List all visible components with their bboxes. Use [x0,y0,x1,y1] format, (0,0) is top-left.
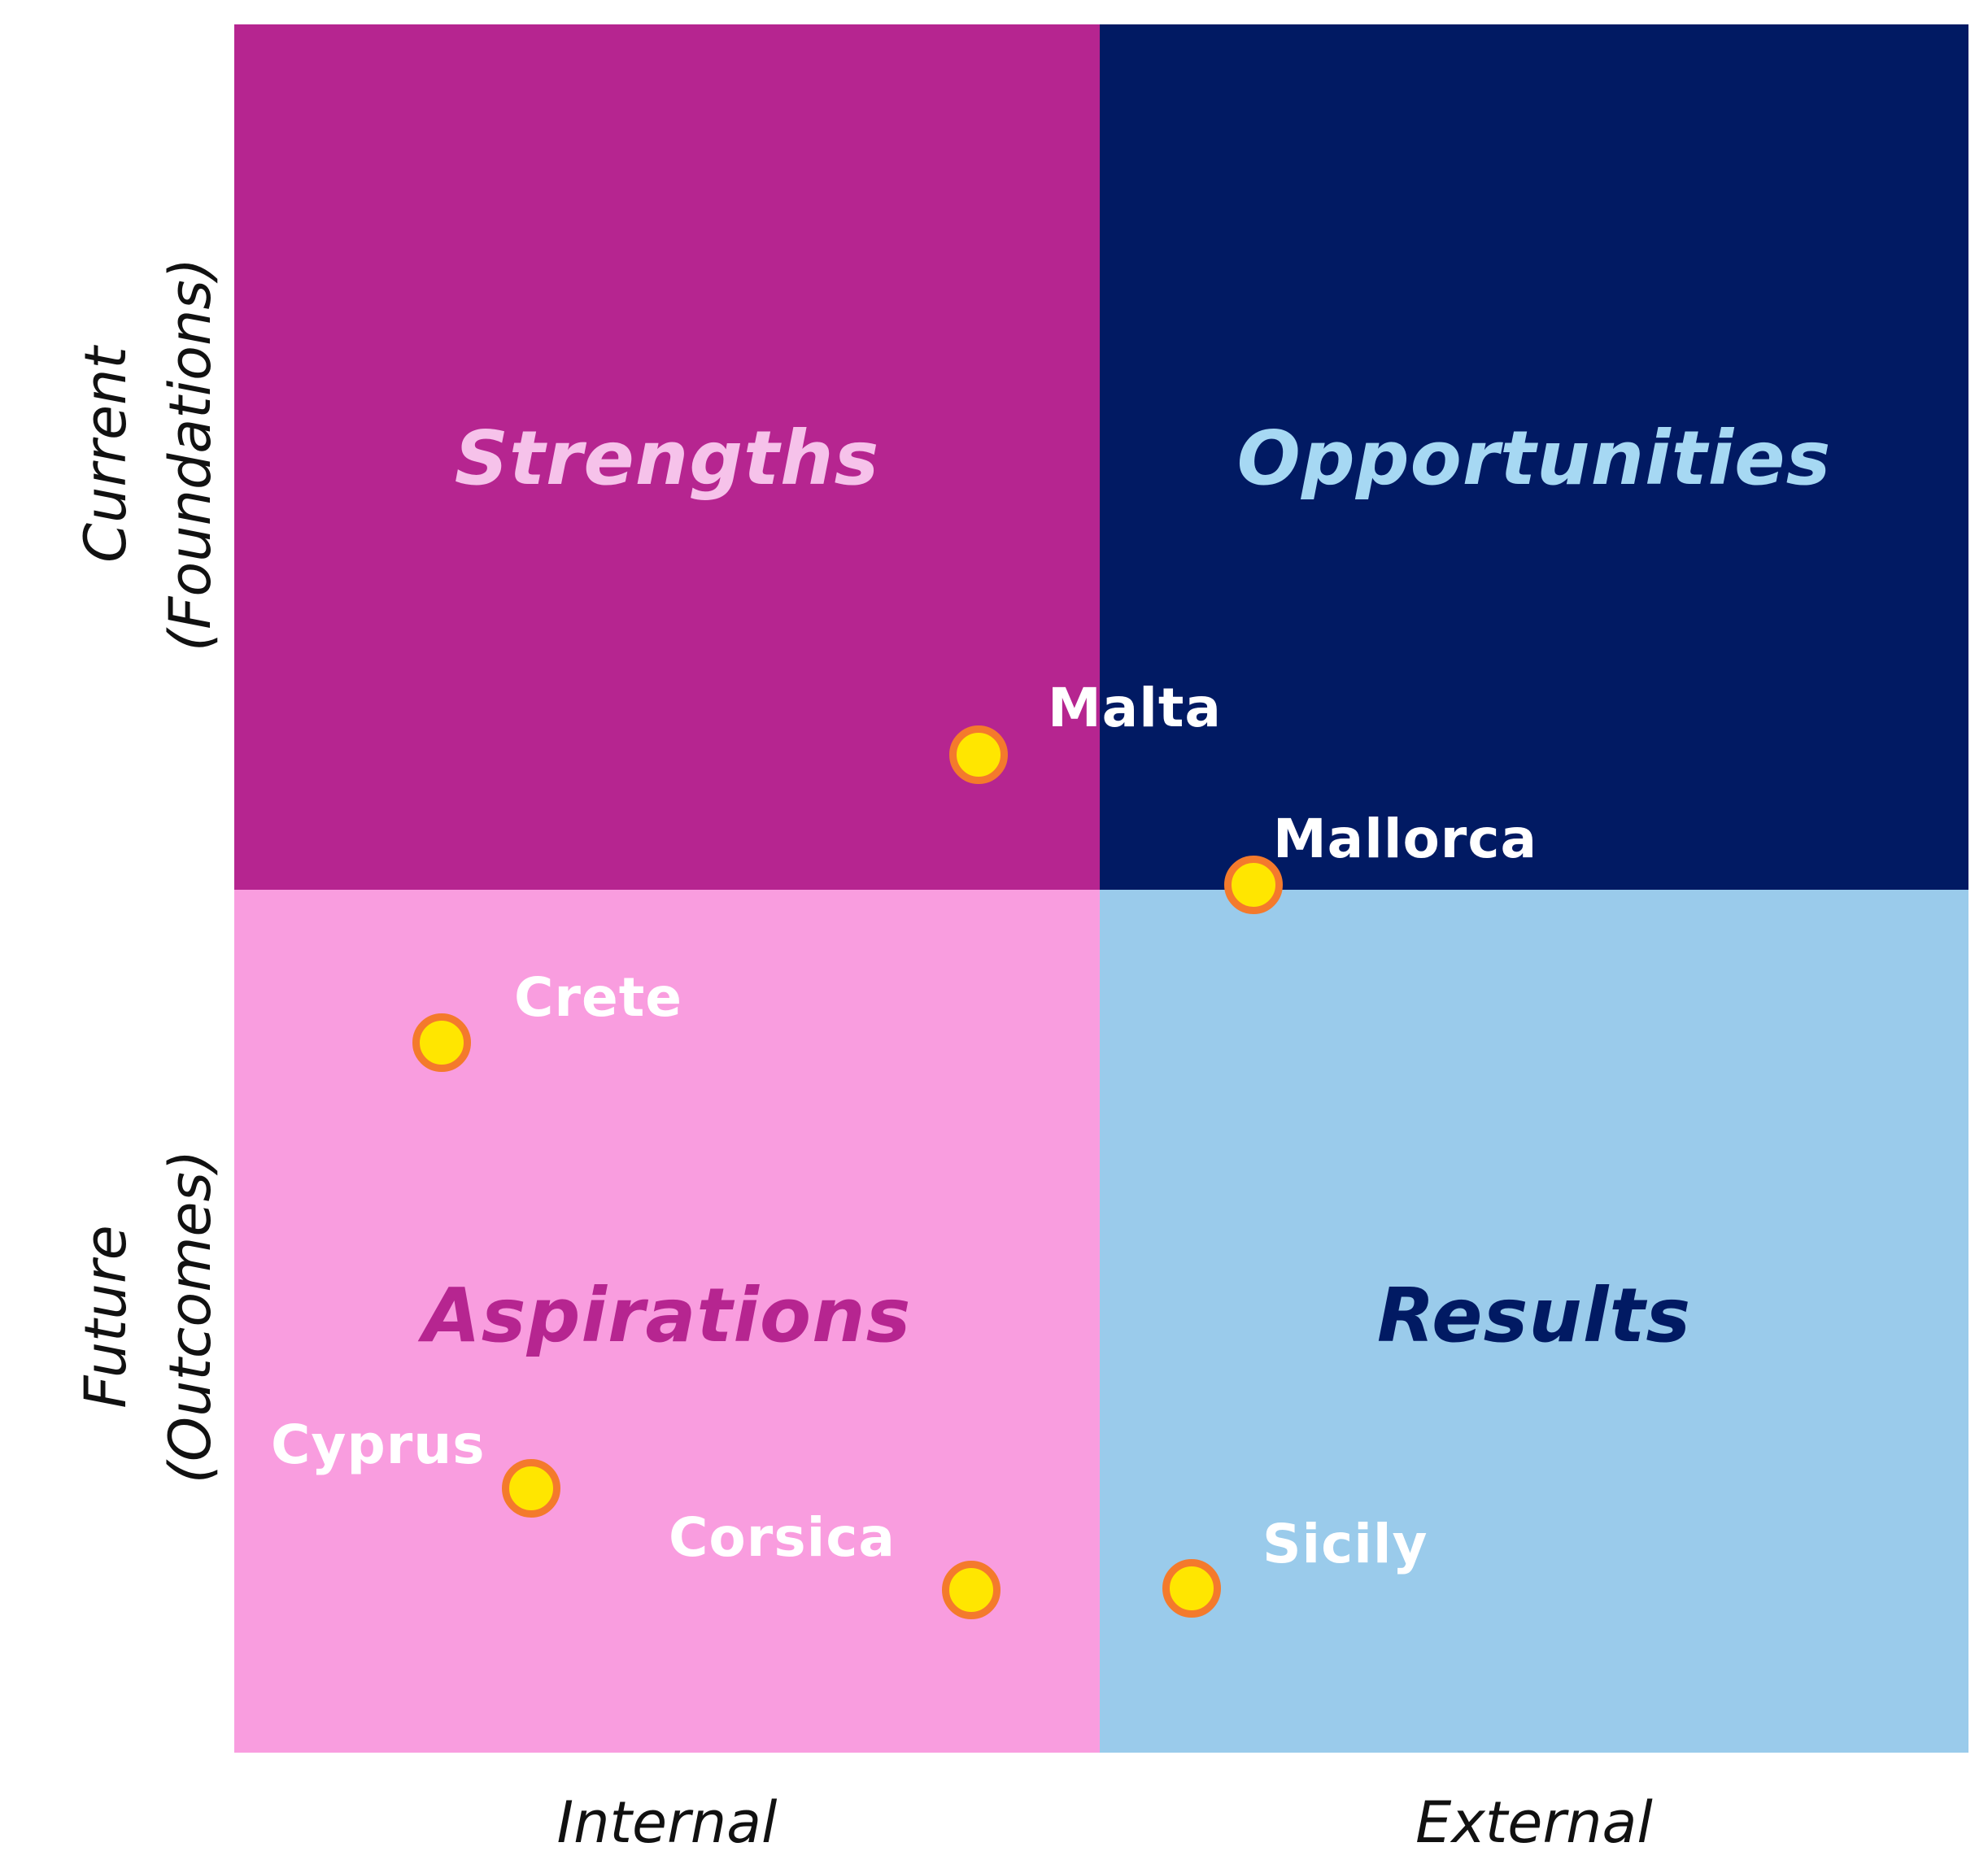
marker-label-corsica: Corsica [669,1506,896,1569]
marker-label-cyprus: Cyprus [271,1414,486,1476]
marker-label-crete: Crete [514,966,683,1029]
quadrant-strengths-title: Strengths [454,415,880,502]
marker-corsica [942,1561,1001,1619]
y-axis-label-future-line2: (Outcomes) [157,1149,224,1484]
y-axis-label-current-line2: (Foundations) [157,257,224,652]
quadrant-results: Results [1100,890,1968,1753]
marker-mallorca [1224,856,1283,914]
y-axis-label-future: Future (Outcomes) [63,1032,233,1601]
quadrant-opportunities-title: Opportunities [1236,415,1832,502]
x-axis-label-external: External [1415,1789,1653,1856]
y-axis-label-current-line1: Current [72,346,139,563]
quadrant-aspirations-title: Aspirations [422,1272,912,1359]
marker-label-malta: Malta [1048,677,1222,739]
marker-label-sicily: Sicily [1262,1513,1428,1575]
marker-malta [949,725,1008,784]
marker-label-mallorca: Mallorca [1273,808,1538,870]
quadrant-results-title: Results [1376,1272,1692,1359]
y-axis-label-current: Current (Foundations) [63,170,233,739]
marker-sicily [1162,1559,1221,1618]
x-axis-label-internal: Internal [556,1789,778,1856]
marker-cyprus [502,1459,560,1518]
quadrant-opportunities: Opportunities [1100,24,1968,890]
quadrant-strengths: Strengths [234,24,1100,890]
marker-crete [412,1013,471,1072]
y-axis-label-future-line1: Future [72,1225,139,1409]
